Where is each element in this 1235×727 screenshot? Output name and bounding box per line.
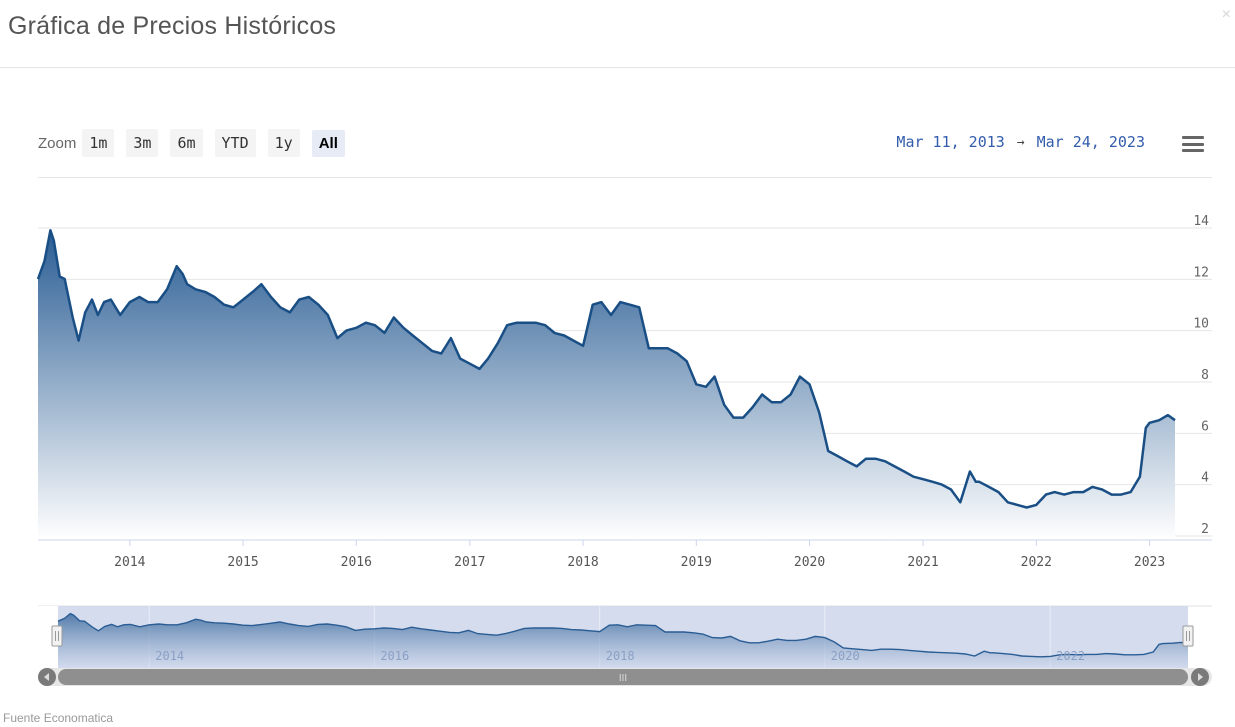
price-line bbox=[36, 229, 1176, 509]
zoom-button-all[interactable]: All bbox=[311, 129, 345, 157]
y-tick-label: 10 bbox=[1193, 317, 1209, 332]
navigator-line bbox=[57, 612, 1189, 658]
x-tick-label: 2018 bbox=[567, 555, 598, 570]
zoom-button-6m[interactable]: 6m bbox=[170, 129, 203, 157]
zoom-label: Zoom bbox=[38, 134, 77, 152]
x-tick-label: 2021 bbox=[907, 555, 938, 570]
close-icon[interactable]: × bbox=[1221, 6, 1231, 23]
y-tick-label: 4 bbox=[1201, 471, 1209, 486]
x-tick-label: 2017 bbox=[454, 555, 485, 570]
x-tick-label: 2020 bbox=[794, 555, 825, 570]
navigator-ticks: 2014 2016 2018 2020 2022 bbox=[155, 649, 1085, 663]
menu-bar bbox=[1182, 142, 1204, 146]
x-tick-label: 2023 bbox=[1134, 555, 1165, 570]
x-tick-label: 2016 bbox=[341, 555, 372, 570]
x-axis-ticks: 2014 2015 2016 2017 2018 2019 2020 2021 2022 2023 bbox=[114, 540, 1165, 570]
source-credit: Fuente Economatica bbox=[3, 711, 114, 725]
zoom-button-1y[interactable]: 1y bbox=[267, 129, 300, 157]
x-tick-label: 2022 bbox=[1021, 555, 1052, 570]
page-title: Gráfica de Precios Históricos bbox=[8, 12, 337, 40]
x-tick-label: 2019 bbox=[681, 555, 712, 570]
zoom-button-ytd[interactable]: YTD bbox=[214, 129, 256, 157]
x-tick-label: 2015 bbox=[227, 555, 258, 570]
range-to-input[interactable]: Mar 24, 2023 bbox=[1036, 133, 1145, 151]
x-tick-label: 2014 bbox=[114, 555, 145, 570]
scrollbar-thumb[interactable] bbox=[58, 669, 1188, 685]
zoom-button-3m[interactable]: 3m bbox=[126, 129, 159, 157]
navigator-tick-label: 2022 bbox=[1056, 649, 1085, 663]
navigator-tick-label: 2016 bbox=[380, 649, 409, 663]
price-area bbox=[38, 230, 1175, 541]
menu-bar bbox=[1182, 136, 1204, 139]
date-range-display: Mar 11, 2013 → Mar 24, 2023 bbox=[896, 133, 1145, 151]
navigator-tick-label: 2020 bbox=[831, 649, 860, 663]
scroll-left-icon bbox=[44, 673, 49, 681]
range-from-input[interactable]: Mar 11, 2013 bbox=[896, 133, 1005, 151]
navigator-tick-label: 2014 bbox=[155, 649, 184, 663]
y-tick-label: 6 bbox=[1201, 419, 1209, 434]
zoom-selector: Zoom 1m 3m 6m YTD 1y All bbox=[38, 128, 357, 158]
zoom-button-1m[interactable]: 1m bbox=[82, 129, 115, 157]
y-tick-label: 12 bbox=[1193, 265, 1209, 280]
navigator-handle-right[interactable] bbox=[1182, 625, 1194, 647]
scroll-right-icon bbox=[1198, 673, 1203, 681]
navigator-handle-left[interactable] bbox=[51, 625, 63, 647]
dialog-header: Gráfica de Precios Históricos × bbox=[0, 0, 1235, 68]
navigator-tick-label: 2018 bbox=[606, 649, 635, 663]
y-tick-label: 8 bbox=[1201, 368, 1209, 383]
toolbar-divider bbox=[38, 177, 1212, 178]
y-tick-label: 14 bbox=[1193, 214, 1209, 229]
menu-bar bbox=[1182, 149, 1204, 152]
navigator-area bbox=[58, 613, 1188, 668]
scrollbar-grip: III bbox=[619, 673, 627, 684]
hamburger-menu-icon[interactable] bbox=[1182, 136, 1204, 152]
y-axis-ticks: 2 4 6 8 10 12 14 bbox=[1193, 214, 1209, 537]
navigator-outside-left bbox=[38, 606, 58, 668]
range-arrow-icon: → bbox=[1016, 134, 1025, 150]
y-tick-label: 2 bbox=[1201, 522, 1209, 537]
